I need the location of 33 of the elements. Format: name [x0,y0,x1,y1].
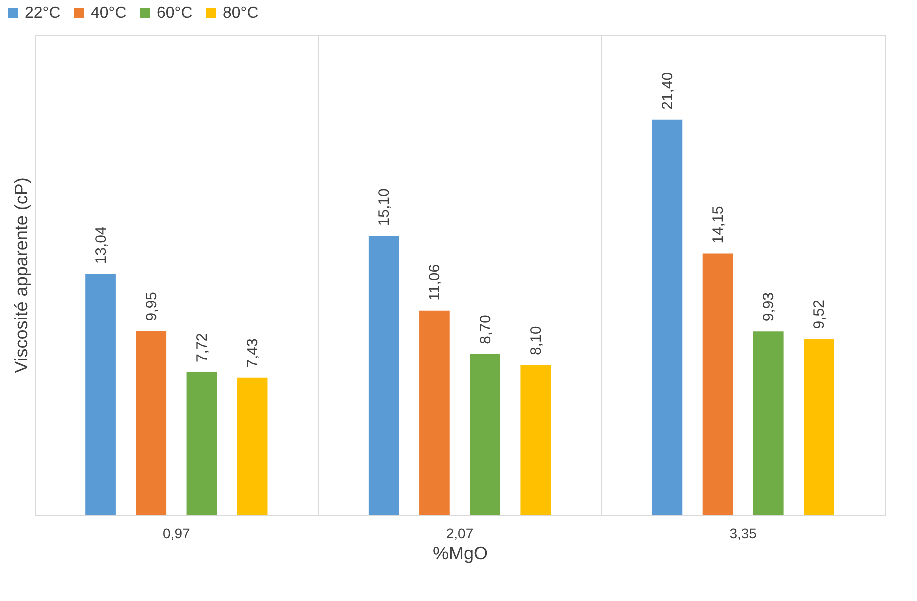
bar [520,365,552,515]
bar [420,310,450,515]
legend-label: 60°C [157,5,193,22]
bar [652,120,683,515]
data-label: 8,10 [528,326,545,356]
data-label: 9,52 [811,300,828,330]
bar [237,378,268,515]
data-label: 14,15 [710,206,728,244]
data-label: 7,43 [244,338,262,368]
bar [186,372,218,515]
data-label: 11,06 [426,264,444,301]
bar [753,332,784,515]
bar [86,274,116,515]
data-label: 8,70 [477,315,494,344]
x-tick-label: 2,07 [446,526,474,542]
bar [470,354,500,515]
legend-label: 22°C [25,5,61,22]
bar [136,331,167,515]
data-label: 21,40 [659,72,676,110]
data-label: 7,72 [194,333,211,362]
data-label: 13,04 [92,226,110,264]
bar [702,254,734,515]
legend-label: 80°C [223,5,259,22]
bar [804,339,834,515]
x-tick-label: 0,97 [163,526,191,542]
data-label: 9,95 [143,292,160,322]
y-axis-title: Viscosité apparente (cP) [12,178,32,374]
x-tick-label: 3,35 [730,526,758,542]
x-axis-title: %MgO [432,544,488,564]
legend-label: 40°C [91,5,127,22]
bar [368,236,400,515]
data-label: 9,93 [760,292,778,322]
data-label: 15,10 [376,188,394,226]
